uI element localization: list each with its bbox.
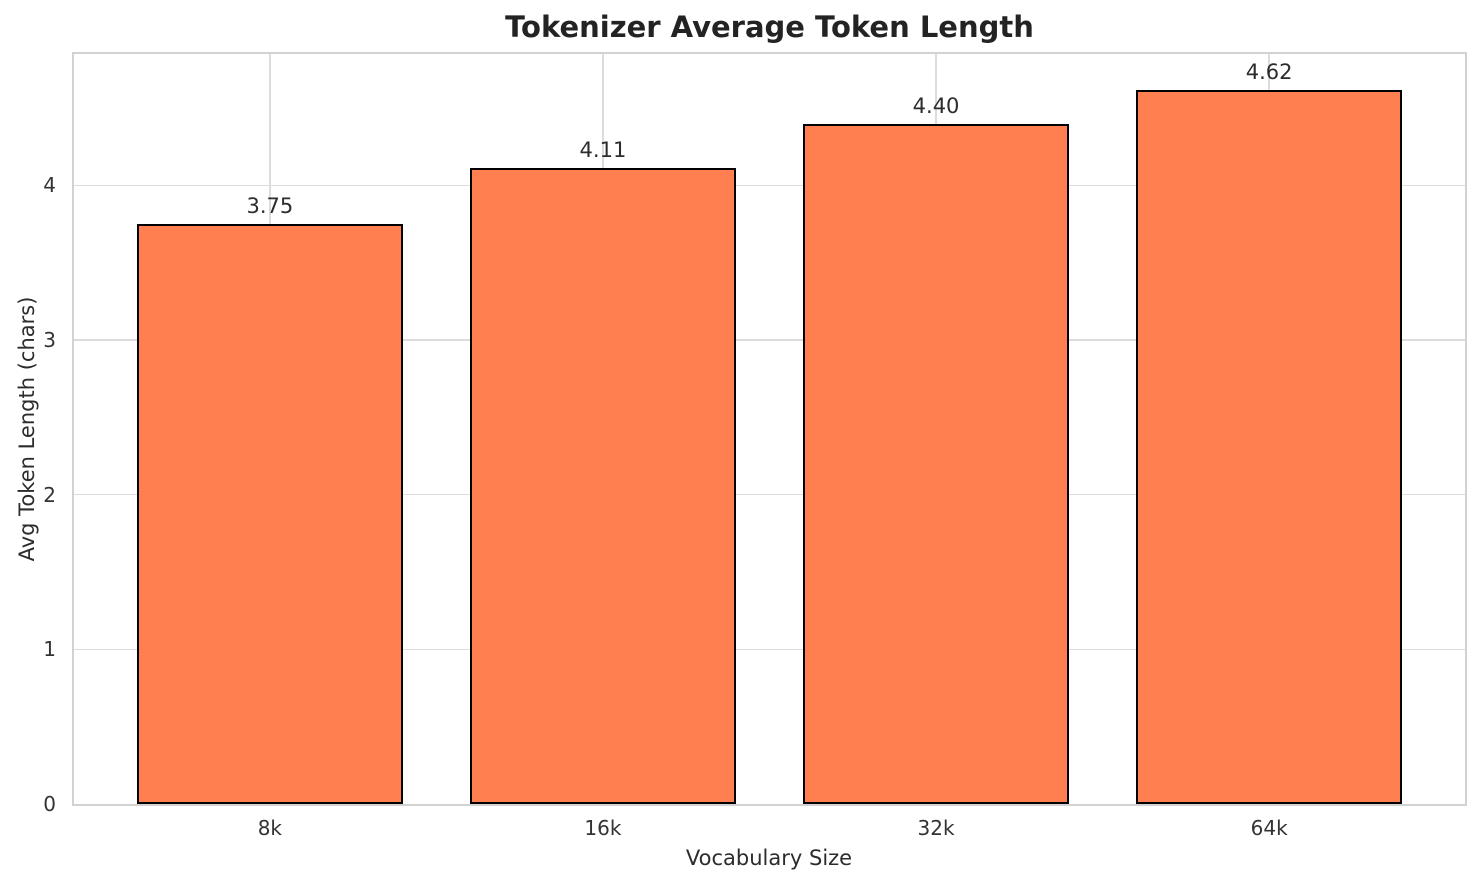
- x-tick-label: 8k: [257, 816, 282, 840]
- plot-area: 3.75 4.11 4.40 4.62: [72, 52, 1467, 806]
- y-tick-label: 4: [43, 173, 56, 198]
- bar-value-label: 3.75: [246, 194, 294, 219]
- bar-value-label: 4.62: [1245, 59, 1293, 84]
- x-tick-label: 32k: [917, 816, 955, 840]
- bar: [469, 168, 737, 804]
- bar: [136, 224, 404, 804]
- x-tick-label: 64k: [1250, 816, 1288, 840]
- y-tick-label: 0: [43, 792, 56, 816]
- y-tick-label: 1: [43, 637, 56, 662]
- bar-value-label: 4.11: [579, 138, 627, 163]
- chart-title: Tokenizer Average Token Length: [505, 10, 1034, 44]
- y-tick-label: 2: [43, 482, 56, 507]
- bar-value-label: 4.40: [912, 93, 960, 118]
- x-axis-label: Vocabulary Size: [685, 846, 853, 870]
- bar: [1135, 89, 1403, 804]
- y-tick-label: 3: [43, 328, 56, 353]
- bar: [802, 123, 1070, 804]
- x-tick-label: 16k: [584, 816, 622, 840]
